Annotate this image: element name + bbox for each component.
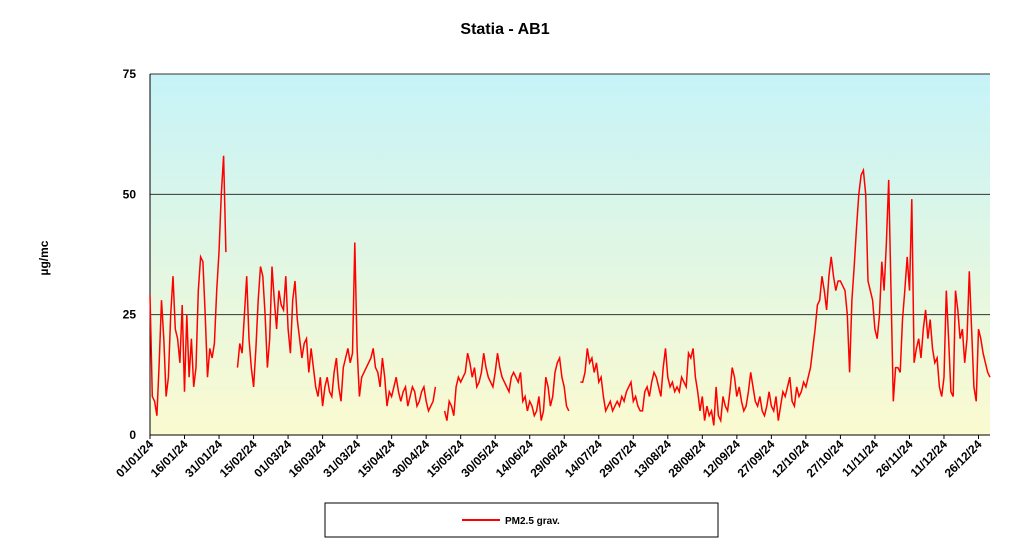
y-tick-label: 50 <box>123 187 137 201</box>
plot-area <box>150 74 990 435</box>
x-tick-label: 26/11/24 <box>873 437 916 480</box>
y-tick-label: 0 <box>129 428 136 442</box>
legend-label: PM2.5 grav. <box>505 516 560 527</box>
y-tick-label: 75 <box>123 67 137 81</box>
legend <box>324 502 719 538</box>
y-tick-label: 25 <box>123 308 137 322</box>
line-series <box>149 155 991 426</box>
x-tick-label: 26/12/24 <box>942 437 985 480</box>
y-axis-label: µg/mc <box>37 240 51 275</box>
chart-title: Statia - AB1 <box>460 21 549 38</box>
x-tick-label: 27/10/24 <box>804 437 847 480</box>
